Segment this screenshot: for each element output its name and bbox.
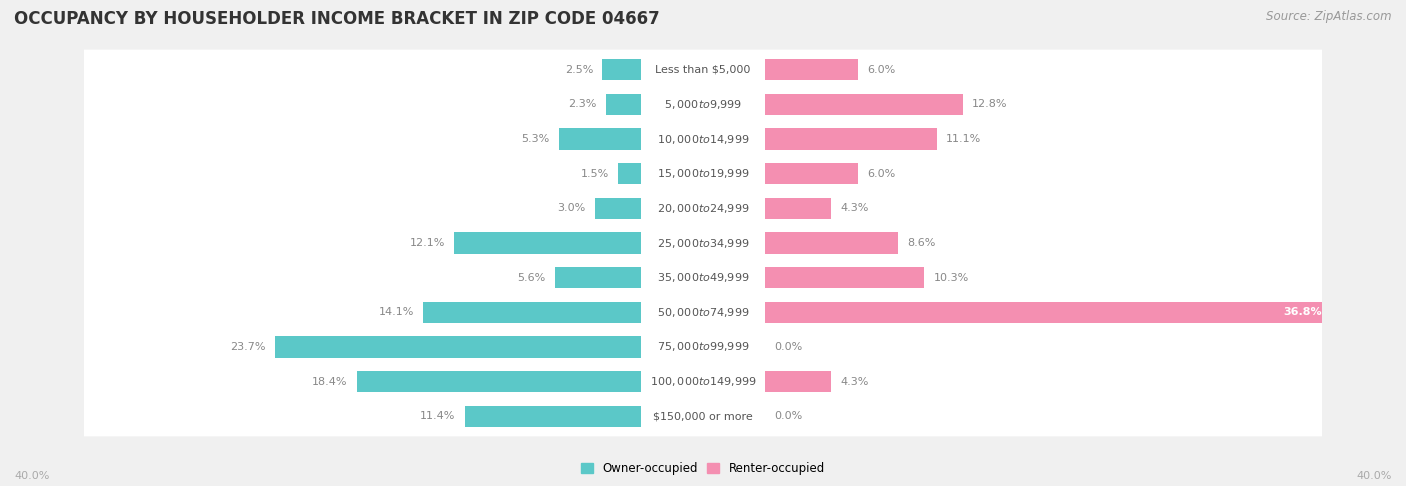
FancyBboxPatch shape (83, 154, 1323, 194)
Bar (765, 128, 936, 150)
Text: 10.3%: 10.3% (934, 273, 969, 283)
Text: $15,000 to $19,999: $15,000 to $19,999 (657, 167, 749, 180)
FancyBboxPatch shape (83, 50, 1323, 90)
Bar (554, 267, 641, 288)
Text: 0.0%: 0.0% (775, 411, 803, 421)
Bar (465, 405, 641, 427)
Text: 36.8%: 36.8% (1284, 307, 1322, 317)
Text: $35,000 to $49,999: $35,000 to $49,999 (657, 271, 749, 284)
Text: 11.1%: 11.1% (946, 134, 981, 144)
Text: 1.5%: 1.5% (581, 169, 609, 179)
Bar (606, 94, 641, 115)
Text: 40.0%: 40.0% (1357, 471, 1392, 481)
Bar (560, 128, 641, 150)
FancyBboxPatch shape (83, 327, 1323, 367)
Text: $150,000 or more: $150,000 or more (654, 411, 752, 421)
Bar (765, 163, 858, 184)
Text: Source: ZipAtlas.com: Source: ZipAtlas.com (1267, 10, 1392, 23)
Bar (765, 94, 963, 115)
Text: $20,000 to $24,999: $20,000 to $24,999 (657, 202, 749, 215)
Bar (765, 198, 831, 219)
Text: 0.0%: 0.0% (775, 342, 803, 352)
Bar (423, 302, 641, 323)
FancyBboxPatch shape (83, 362, 1323, 402)
Bar (603, 59, 641, 81)
Text: Less than $5,000: Less than $5,000 (655, 65, 751, 75)
Bar (765, 371, 831, 392)
Text: 14.1%: 14.1% (378, 307, 413, 317)
Text: 12.8%: 12.8% (972, 99, 1008, 109)
Text: 40.0%: 40.0% (14, 471, 49, 481)
FancyBboxPatch shape (83, 292, 1323, 332)
Bar (765, 232, 898, 254)
Text: 4.3%: 4.3% (841, 377, 869, 387)
Bar (595, 198, 641, 219)
Bar (274, 336, 641, 358)
Text: 5.3%: 5.3% (522, 134, 550, 144)
FancyBboxPatch shape (83, 396, 1323, 436)
Text: OCCUPANCY BY HOUSEHOLDER INCOME BRACKET IN ZIP CODE 04667: OCCUPANCY BY HOUSEHOLDER INCOME BRACKET … (14, 10, 659, 28)
Legend: Owner-occupied, Renter-occupied: Owner-occupied, Renter-occupied (581, 462, 825, 475)
Bar (454, 232, 641, 254)
Text: $25,000 to $34,999: $25,000 to $34,999 (657, 237, 749, 249)
Text: 5.6%: 5.6% (517, 273, 546, 283)
FancyBboxPatch shape (83, 223, 1323, 263)
Text: 3.0%: 3.0% (557, 203, 585, 213)
Text: 6.0%: 6.0% (868, 169, 896, 179)
Text: 6.0%: 6.0% (868, 65, 896, 75)
Text: $10,000 to $14,999: $10,000 to $14,999 (657, 133, 749, 145)
Text: 18.4%: 18.4% (312, 377, 347, 387)
Bar (765, 302, 1334, 323)
Bar (357, 371, 641, 392)
Bar (765, 267, 924, 288)
Text: $50,000 to $74,999: $50,000 to $74,999 (657, 306, 749, 319)
Bar (765, 59, 858, 81)
FancyBboxPatch shape (83, 258, 1323, 298)
Bar (619, 163, 641, 184)
Text: 8.6%: 8.6% (907, 238, 935, 248)
FancyBboxPatch shape (83, 84, 1323, 124)
FancyBboxPatch shape (83, 119, 1323, 159)
Text: $5,000 to $9,999: $5,000 to $9,999 (664, 98, 742, 111)
FancyBboxPatch shape (83, 188, 1323, 228)
Text: 2.5%: 2.5% (565, 65, 593, 75)
Text: 2.3%: 2.3% (568, 99, 596, 109)
Text: 23.7%: 23.7% (229, 342, 266, 352)
Text: 12.1%: 12.1% (409, 238, 444, 248)
Text: $100,000 to $149,999: $100,000 to $149,999 (650, 375, 756, 388)
Text: $75,000 to $99,999: $75,000 to $99,999 (657, 341, 749, 353)
Text: 4.3%: 4.3% (841, 203, 869, 213)
Text: 11.4%: 11.4% (420, 411, 456, 421)
